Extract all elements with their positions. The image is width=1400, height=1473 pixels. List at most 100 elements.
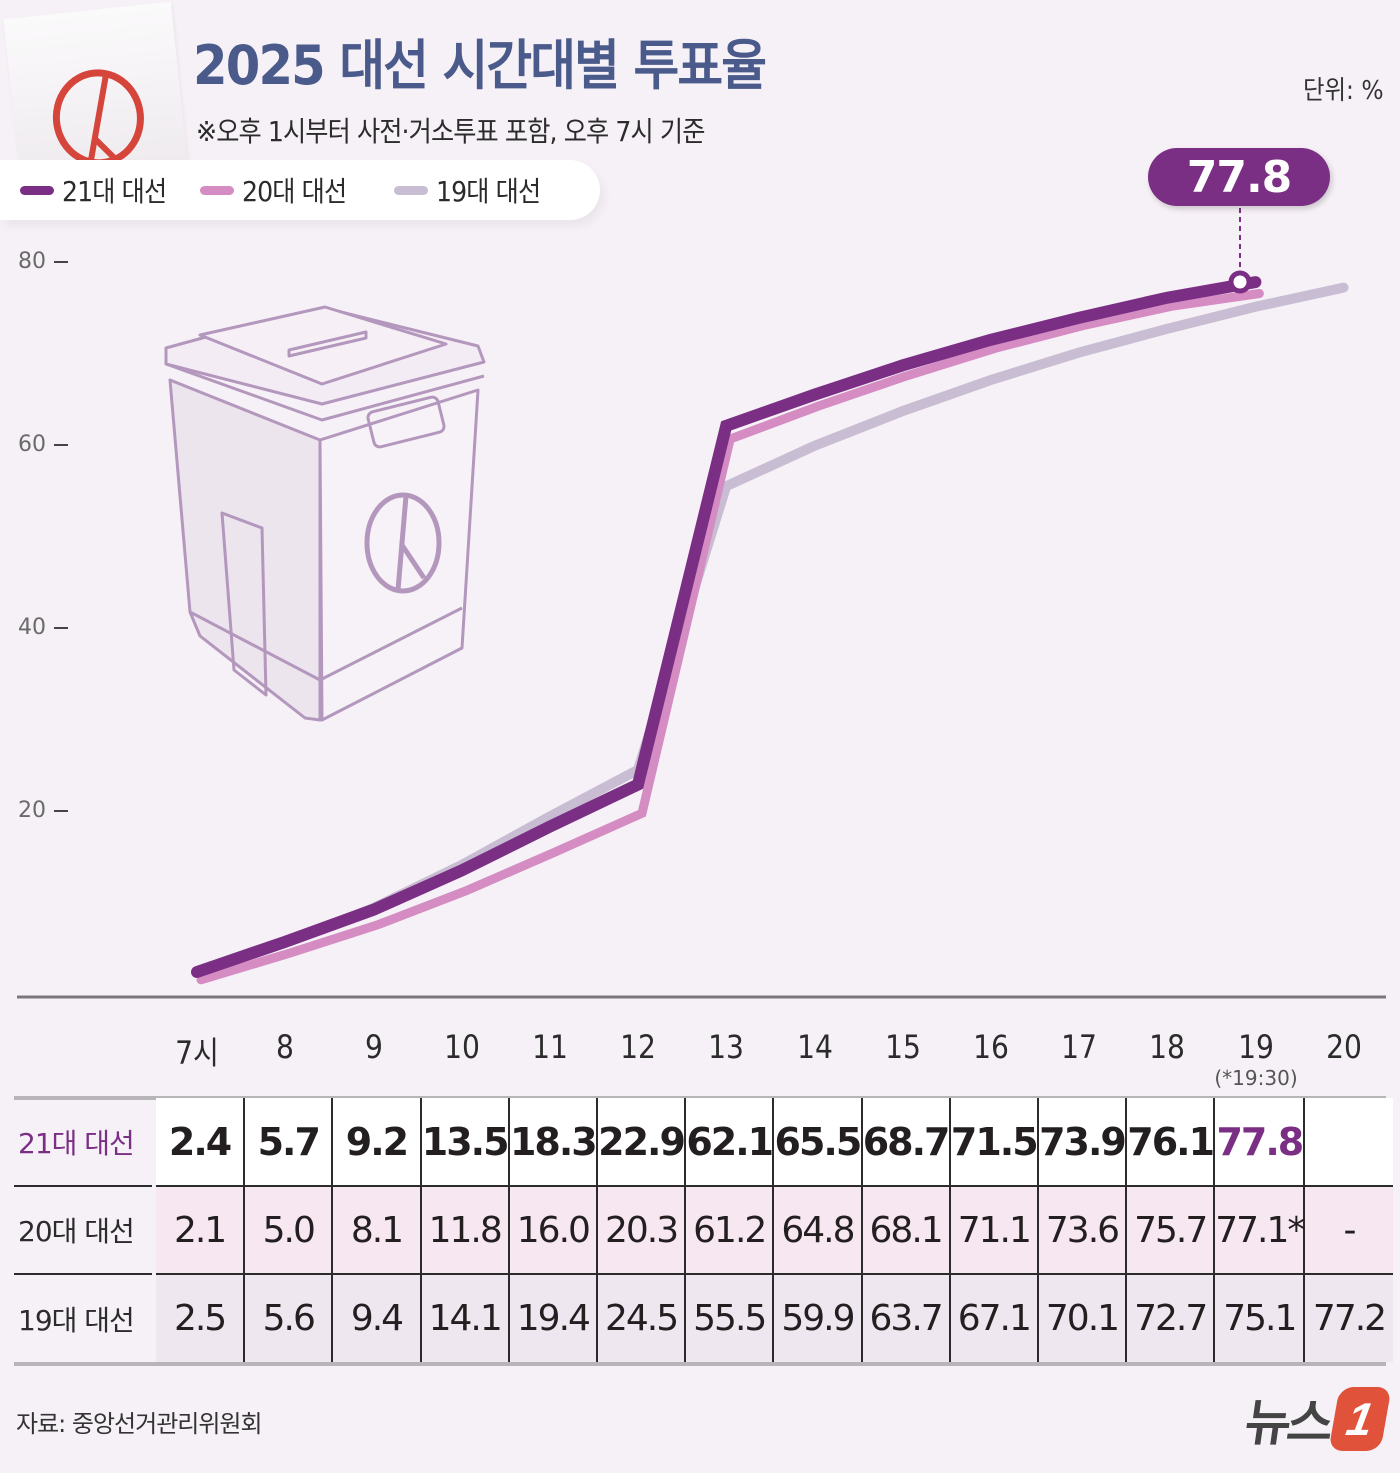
x-label: 8 bbox=[276, 1028, 294, 1066]
highlight-point-marker bbox=[1228, 270, 1252, 294]
table-row: 21대 대선 2.4 5.7 9.2 13.5 18.3 22.9 62.1 65.5 68.7 7… bbox=[14, 1098, 1393, 1186]
table-cell: 68.1 bbox=[860, 1185, 950, 1274]
y-tick-80: 80 bbox=[18, 249, 68, 274]
table-cell: 77.8 bbox=[1213, 1098, 1305, 1186]
x-label: 20 bbox=[1326, 1028, 1362, 1066]
line-chart bbox=[17, 208, 1386, 999]
tick-mark bbox=[54, 261, 68, 263]
legend-item-21: 21대 대선 bbox=[20, 170, 178, 210]
table-cell: 55.5 bbox=[684, 1273, 774, 1362]
y-tick-label: 60 bbox=[18, 432, 46, 457]
latest-value-callout: 77.8 bbox=[1148, 148, 1330, 206]
legend-label: 21대 대선 bbox=[62, 175, 167, 208]
table-cell: - bbox=[1303, 1185, 1393, 1274]
chart-subtitle: ※오후 1시부터 사전·거소투표 포함, 오후 7시 기준 bbox=[196, 115, 705, 148]
legend-swatch-20 bbox=[199, 185, 234, 195]
table-cell: 8.1 bbox=[331, 1185, 421, 1274]
table-cell: 75.1 bbox=[1213, 1273, 1305, 1362]
ballot-box-icon bbox=[164, 305, 486, 722]
x-label-note: (*19:30) bbox=[1214, 1066, 1298, 1090]
tick-mark bbox=[54, 444, 68, 446]
chart-title: 2025 대선 시간대별 투표율 bbox=[193, 34, 767, 97]
table-cell: 9.4 bbox=[331, 1273, 421, 1362]
table-cell: 5.6 bbox=[243, 1273, 333, 1362]
x-label: 7시 bbox=[175, 1034, 219, 1072]
x-label: 14 bbox=[797, 1028, 833, 1066]
table-cell: 5.7 bbox=[243, 1098, 333, 1186]
table-cell: 67.1 bbox=[948, 1273, 1038, 1362]
x-label: 18 bbox=[1149, 1028, 1185, 1066]
legend: 21대 대선 20대 대선 19대 대선 bbox=[0, 160, 600, 220]
table-cell: 2.5 bbox=[156, 1273, 245, 1362]
table-cell: 2.4 bbox=[156, 1098, 245, 1186]
table-cell: 24.5 bbox=[595, 1273, 686, 1362]
table-cell: 70.1 bbox=[1036, 1273, 1127, 1362]
row-label: 19대 대선 bbox=[14, 1273, 152, 1362]
y-tick-label: 20 bbox=[18, 798, 46, 823]
table-row: 20대 대선 2.1 5.0 8.1 11.8 16.0 20.3 61.2 64.8 68.1 7… bbox=[14, 1185, 1393, 1274]
table-cell: 13.5 bbox=[419, 1098, 510, 1186]
table-row: 19대 대선 2.5 5.6 9.4 14.1 19.4 24.5 55.5 59.9 63.7 6… bbox=[14, 1273, 1393, 1362]
table-cell: 77.2 bbox=[1303, 1273, 1393, 1362]
table-cell: 5.0 bbox=[243, 1185, 333, 1274]
x-label: 11 bbox=[532, 1028, 568, 1066]
tick-mark bbox=[54, 810, 68, 812]
x-label: 10 bbox=[444, 1028, 480, 1066]
table-cell: 18.3 bbox=[507, 1098, 598, 1186]
table-bottom-rule bbox=[14, 1362, 1386, 1366]
table-cell: 11.8 bbox=[419, 1185, 509, 1274]
table-cell: 63.7 bbox=[860, 1273, 950, 1362]
series-layer bbox=[191, 276, 1349, 985]
table-cell: 73.6 bbox=[1036, 1185, 1127, 1274]
table-cell: 20.3 bbox=[595, 1185, 686, 1274]
table-cell: 68.7 bbox=[860, 1098, 950, 1186]
x-label: 12 bbox=[620, 1028, 656, 1066]
x-label: 19 bbox=[1238, 1028, 1274, 1066]
logo-text: 뉴스 bbox=[1241, 1394, 1334, 1452]
table-cell: 2.1 bbox=[156, 1185, 245, 1274]
row-label: 20대 대선 bbox=[14, 1185, 152, 1274]
table-cell: 19.4 bbox=[507, 1273, 597, 1362]
table-cell bbox=[1303, 1098, 1393, 1186]
table-cell: 9.2 bbox=[331, 1098, 421, 1186]
table-cell: 76.1 bbox=[1125, 1098, 1215, 1186]
series-line-0 bbox=[191, 276, 1262, 978]
y-tick-40: 40 bbox=[18, 615, 68, 640]
table-cell: 72.7 bbox=[1125, 1273, 1215, 1362]
table-cell: 14.1 bbox=[419, 1273, 509, 1362]
source-note: 자료: 중앙선거관리위원회 bbox=[16, 1410, 263, 1438]
table-cell: 64.8 bbox=[772, 1185, 862, 1274]
y-tick-label: 40 bbox=[18, 615, 46, 640]
x-label: 15 bbox=[885, 1028, 921, 1066]
legend-item-20: 20대 대선 bbox=[199, 170, 358, 210]
legend-label: 19대 대선 bbox=[435, 175, 541, 208]
table-cell: 75.7 bbox=[1125, 1185, 1215, 1274]
table-cell: 62.1 bbox=[684, 1098, 774, 1186]
news1-logo: 뉴스 1 bbox=[1241, 1386, 1392, 1452]
x-label: 17 bbox=[1061, 1028, 1097, 1066]
x-label: 13 bbox=[708, 1028, 744, 1066]
table-cell: 77.1* bbox=[1213, 1185, 1305, 1274]
table-cell: 73.9 bbox=[1036, 1098, 1127, 1186]
y-tick-20: 20 bbox=[18, 798, 68, 823]
unit-label: 단위: % bbox=[1303, 76, 1384, 106]
x-label: 9 bbox=[365, 1028, 383, 1066]
series-line-1 bbox=[196, 289, 1264, 985]
logo-mark: 1 bbox=[1328, 1387, 1392, 1451]
legend-swatch-19 bbox=[393, 185, 428, 195]
y-tick-label: 80 bbox=[18, 249, 46, 274]
turnout-table: 21대 대선 2.4 5.7 9.2 13.5 18.3 22.9 62.1 65.5 68.7 7… bbox=[14, 1098, 1393, 1362]
table-cell: 65.5 bbox=[772, 1098, 862, 1186]
legend-label: 20대 대선 bbox=[241, 175, 347, 208]
legend-item-19: 19대 대선 bbox=[393, 170, 552, 210]
table-cell: 71.5 bbox=[948, 1098, 1039, 1186]
x-label: 16 bbox=[973, 1028, 1009, 1066]
table-cell: 16.0 bbox=[507, 1185, 597, 1274]
tick-mark bbox=[54, 627, 68, 629]
table-cell: 61.2 bbox=[684, 1185, 774, 1274]
legend-swatch-21 bbox=[20, 185, 54, 195]
table-cell: 22.9 bbox=[595, 1098, 686, 1186]
y-tick-60: 60 bbox=[18, 432, 68, 457]
table-cell: 71.1 bbox=[948, 1185, 1038, 1274]
row-label: 21대 대선 bbox=[18, 1126, 135, 1160]
